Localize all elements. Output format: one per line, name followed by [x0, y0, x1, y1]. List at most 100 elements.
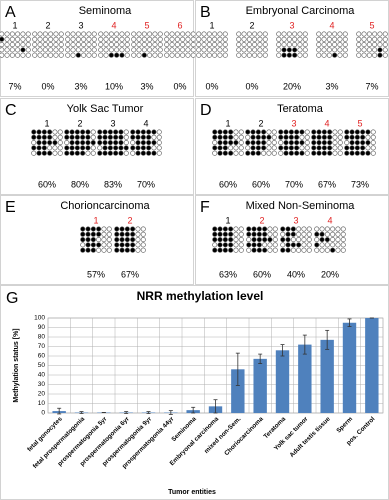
cpg-dot: [156, 150, 162, 156]
panel-letter: F: [200, 199, 210, 216]
cpg-dot: [107, 140, 113, 146]
cpg-dot: [212, 150, 218, 156]
cpg-dot: [281, 36, 287, 42]
cpg-dot: [91, 36, 97, 42]
cpg-dot: [64, 134, 70, 140]
cpg-dot: [146, 145, 152, 151]
cpg-dot: [101, 242, 107, 248]
cpg-dot: [206, 42, 212, 48]
cpg-dot: [119, 231, 125, 237]
cpg-dot: [256, 237, 262, 243]
cpg-dot: [241, 47, 247, 53]
cpg-dot: [32, 36, 38, 42]
cpg-dot: [212, 31, 218, 37]
cpg-dot: [65, 42, 71, 48]
cpg-dot: [236, 42, 242, 48]
cpg-dot: [354, 140, 360, 146]
cpg-dot: [140, 129, 146, 135]
cpg-dot: [360, 145, 366, 151]
cpg-dot: [261, 129, 267, 135]
cpg-dot: [327, 134, 333, 140]
cpg-dot: [266, 145, 272, 151]
cpg-dot: [266, 140, 272, 146]
cpg-dot: [361, 42, 367, 48]
sample-label: 1: [93, 215, 98, 225]
cpg-dot: [324, 231, 330, 237]
cpg-dot: [80, 140, 86, 146]
sample-percent: 63%: [219, 269, 237, 279]
cpg-dot: [37, 36, 43, 42]
cpg-dot: [156, 134, 162, 140]
cpg-dot: [217, 247, 223, 253]
cpg-dot: [372, 31, 378, 37]
cpg-dot: [290, 242, 296, 248]
sample-label: 5: [144, 20, 149, 30]
cpg-dot: [316, 145, 322, 151]
cpg-dot: [337, 150, 343, 156]
y-tick-label: 60: [38, 353, 46, 360]
cpg-dot: [288, 150, 294, 156]
cpg-dot: [123, 129, 129, 135]
cpg-dot: [344, 140, 350, 146]
cpg-dot: [119, 237, 125, 243]
cpg-dot: [41, 129, 47, 135]
cpg-dot: [15, 47, 21, 53]
cpg-dot: [238, 237, 244, 243]
cpg-dot: [151, 140, 157, 146]
cpg-dot: [147, 47, 153, 53]
cpg-dot: [169, 31, 175, 37]
cpg-dot: [15, 42, 21, 48]
cpg-dot: [135, 134, 141, 140]
cpg-dot: [74, 140, 80, 146]
cpg-dot: [236, 52, 242, 58]
cpg-dot: [135, 247, 141, 253]
cpg-dot: [124, 226, 130, 232]
cpg-dot: [141, 36, 147, 42]
cpg-dot: [283, 134, 289, 140]
cpg-dot: [361, 31, 367, 37]
y-tick-label: 80: [38, 334, 46, 341]
cpg-dot: [90, 150, 96, 156]
cpg-dot: [314, 247, 320, 253]
cpg-dot: [164, 47, 170, 53]
cpg-dot: [206, 31, 212, 37]
sample-percent: 0%: [245, 81, 258, 91]
cpg-dot: [201, 52, 207, 58]
cpg-dot: [278, 140, 284, 146]
cpg-dot: [58, 52, 64, 58]
cpg-dot: [276, 47, 282, 53]
cpg-dot: [222, 226, 228, 232]
cpg-dot: [85, 237, 91, 243]
cpg-dot: [25, 52, 31, 58]
cpg-dot: [222, 129, 228, 135]
cpg-dot: [57, 150, 63, 156]
cpg-dot: [257, 52, 263, 58]
cpg-dot: [85, 145, 91, 151]
cpg-dot: [151, 129, 157, 135]
cpg-dot: [301, 247, 307, 253]
cpg-dot: [262, 242, 268, 248]
cpg-dot: [90, 134, 96, 140]
sample-percent: 60%: [253, 269, 271, 279]
cpg-dot: [152, 36, 158, 42]
cpg-dot: [241, 31, 247, 37]
cpg-dot: [267, 237, 273, 243]
cpg-dot: [15, 36, 21, 42]
cpg-dot: [212, 247, 218, 253]
cpg-dot: [290, 226, 296, 232]
sample-label: 3: [78, 20, 83, 30]
cpg-dot: [20, 31, 26, 37]
cpg-dot: [196, 47, 202, 53]
cpg-dot: [135, 226, 141, 232]
cpg-dot: [212, 140, 218, 146]
cpg-dot: [212, 226, 218, 232]
cpg-dot: [361, 52, 367, 58]
cpg-dot: [354, 145, 360, 151]
cpg-dot: [107, 129, 113, 135]
cpg-dot: [212, 145, 218, 151]
cpg-dot: [286, 36, 292, 42]
cpg-dot: [69, 145, 75, 151]
cpg-dot: [366, 42, 372, 48]
cpg-dot: [280, 226, 286, 232]
cpg-dot: [131, 31, 137, 37]
